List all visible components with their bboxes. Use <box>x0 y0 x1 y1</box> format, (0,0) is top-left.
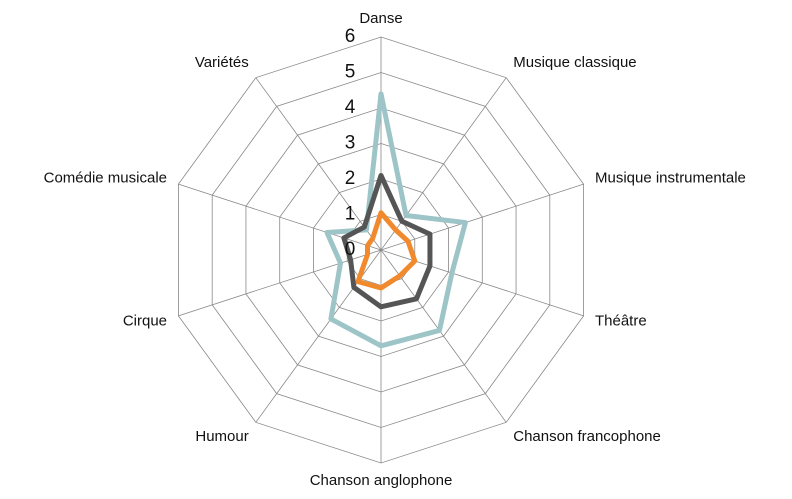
spoke <box>380 249 507 423</box>
series-line <box>324 91 468 349</box>
category-label: Chanson anglophone <box>310 472 453 489</box>
category-label: Théâtre <box>595 312 647 329</box>
category-label: Cirque <box>123 312 167 329</box>
spoke <box>178 249 382 317</box>
category-label: Chanson francophone <box>513 428 661 445</box>
category-label: Musique classique <box>513 54 636 71</box>
category-label: Comédie musicale <box>44 170 167 187</box>
r-tick-label: 6 <box>345 26 356 47</box>
spoke <box>380 183 584 251</box>
category-label: Danse <box>359 10 402 27</box>
series-line <box>341 172 433 310</box>
series-line <box>355 210 418 291</box>
spoke <box>178 183 382 251</box>
spoke <box>380 77 507 251</box>
category-label: Humour <box>195 428 248 445</box>
category-label: Musique instrumentale <box>595 170 746 187</box>
category-label: Variétés <box>195 54 249 71</box>
r-tick-label: 4 <box>345 97 356 118</box>
r-tick-label: 3 <box>345 133 356 154</box>
r-tick-label: 2 <box>345 168 356 189</box>
r-tick-label: 1 <box>345 204 356 225</box>
r-tick-label: 0 <box>345 239 356 260</box>
spoke <box>255 77 382 251</box>
r-tick-label: 5 <box>345 62 356 83</box>
